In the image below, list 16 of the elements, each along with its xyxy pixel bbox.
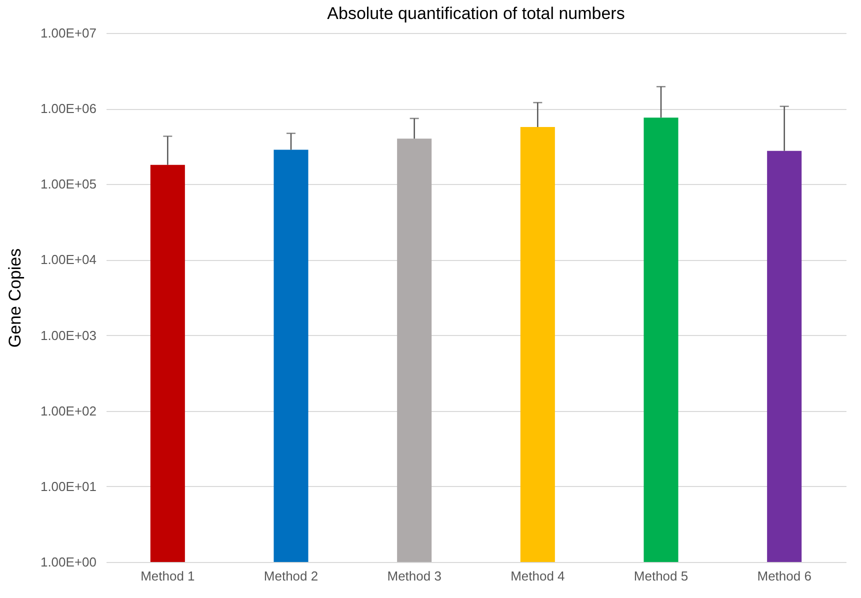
y-tick-label: 1.00E+00 xyxy=(40,554,96,570)
y-tick-label: 1.00E+04 xyxy=(40,252,96,268)
x-tick-label: Method 4 xyxy=(510,568,565,584)
y-axis-title: Gene Copies xyxy=(5,248,24,348)
x-tick-label: Method 3 xyxy=(387,568,442,584)
x-tick-label: Method 2 xyxy=(264,568,318,584)
y-tick-label: 1.00E+02 xyxy=(40,403,96,418)
x-tick-label: Method 5 xyxy=(634,568,688,584)
y-tick-label: 1.00E+05 xyxy=(40,176,96,192)
y-tick-label: 1.00E+03 xyxy=(40,328,96,343)
x-tick-label: Method 1 xyxy=(140,568,195,584)
y-tick-label: 1.00E+06 xyxy=(40,101,96,116)
chart-title: Absolute quantification of total numbers xyxy=(327,4,625,23)
x-tick-label: Method 6 xyxy=(757,568,812,584)
y-tick-label: 1.00E+01 xyxy=(40,478,96,494)
y-tick-label: 1.00E+07 xyxy=(40,26,96,40)
